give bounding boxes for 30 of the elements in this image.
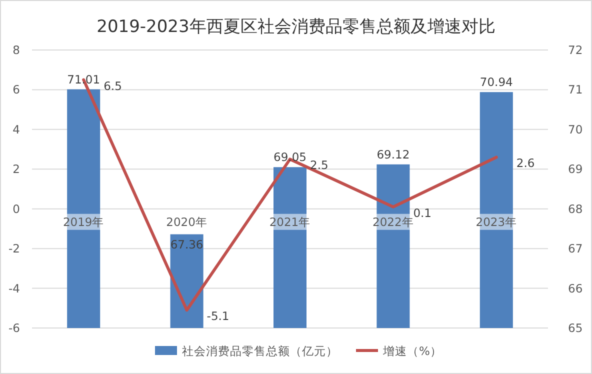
y-tick-label: -4: [8, 281, 20, 296]
y-tick-label: -2: [8, 242, 20, 256]
data-label: 2.6: [516, 156, 535, 170]
y2-tick-label: 70: [568, 122, 583, 136]
y2-tick-label: 71: [568, 82, 583, 97]
legend-label: 社会消费品零售总额（亿元）: [182, 344, 338, 358]
data-label: 67.36: [170, 237, 204, 252]
y2-tick-label: 67: [568, 242, 583, 256]
data-label: 6.5: [104, 78, 122, 93]
y2-tick-label: 69: [568, 162, 583, 176]
legend-label: 增速（%）: [382, 344, 442, 358]
y-tick-label: 6: [12, 82, 20, 97]
y-tick-label: 8: [12, 43, 20, 57]
x-tick-label: 2020年: [166, 214, 208, 229]
data-label: 0.1: [413, 206, 432, 220]
y-tick-label: 0: [12, 202, 20, 216]
y-tick-label: 4: [12, 122, 20, 136]
y2-tick-label: 72: [568, 43, 583, 57]
chart-title: 2019-2023年西夏区社会消费品零售总额及增速对比: [96, 17, 496, 37]
data-label: 71.01: [67, 72, 100, 86]
data-label: 69.12: [376, 147, 410, 162]
data-label: 70.94: [480, 75, 513, 90]
data-label: 69.05: [274, 150, 306, 164]
y-tick-label: -6: [8, 321, 20, 335]
data-label: 2.5: [310, 158, 328, 172]
data-label: -5.1: [206, 309, 230, 324]
y2-tick-label: 65: [568, 321, 583, 335]
y2-tick-label: 66: [568, 281, 583, 296]
y-tick-label: 2: [12, 162, 20, 176]
y2-tick-label: 68: [568, 202, 583, 216]
